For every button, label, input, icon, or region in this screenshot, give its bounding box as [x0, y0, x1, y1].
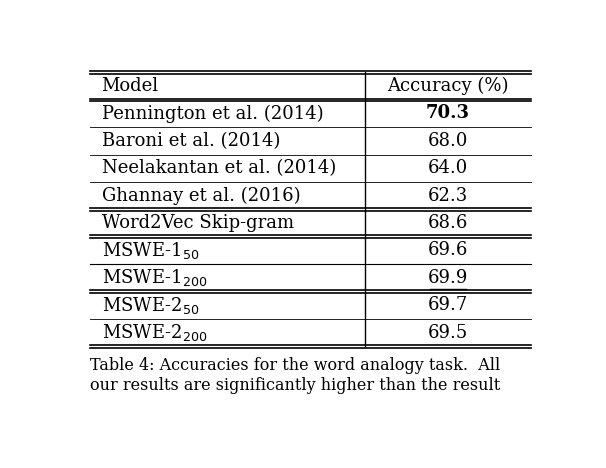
Text: Word2Vec Skip-gram: Word2Vec Skip-gram: [102, 214, 294, 232]
Text: 62.3: 62.3: [428, 187, 468, 205]
Text: MSWE-2$_{50}$: MSWE-2$_{50}$: [102, 295, 199, 316]
Text: MSWE-1$_{200}$: MSWE-1$_{200}$: [102, 267, 207, 288]
Text: Pennington et al. (2014): Pennington et al. (2014): [102, 104, 323, 123]
Text: 69.6: 69.6: [428, 241, 468, 259]
Text: 64.0: 64.0: [428, 159, 468, 177]
Text: Ghannay et al. (2016): Ghannay et al. (2016): [102, 186, 300, 205]
Text: Accuracy (%): Accuracy (%): [387, 77, 508, 95]
Text: 69.5: 69.5: [428, 323, 468, 342]
Text: 69.9: 69.9: [428, 269, 468, 287]
Text: MSWE-2$_{200}$: MSWE-2$_{200}$: [102, 322, 207, 343]
Text: Model: Model: [102, 77, 159, 95]
Text: MSWE-1$_{50}$: MSWE-1$_{50}$: [102, 240, 199, 261]
Text: Neelakantan et al. (2014): Neelakantan et al. (2014): [102, 159, 336, 177]
Text: Baroni et al. (2014): Baroni et al. (2014): [102, 132, 280, 150]
Text: 68.6: 68.6: [428, 214, 468, 232]
Text: Table 4: Accuracies for the word analogy task.  All
our results are significantl: Table 4: Accuracies for the word analogy…: [90, 357, 500, 394]
Text: 69.7: 69.7: [428, 296, 468, 314]
Text: 70.3: 70.3: [426, 104, 470, 123]
Text: 68.0: 68.0: [428, 132, 468, 150]
